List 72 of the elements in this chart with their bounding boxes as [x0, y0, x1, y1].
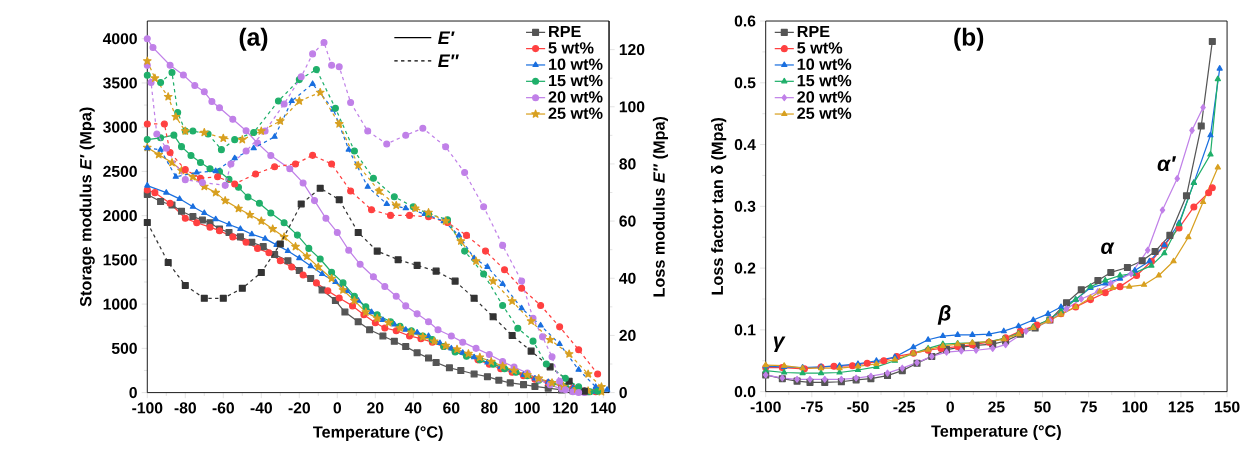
legend-label: 10 wt%	[797, 58, 852, 71]
annotation: γ	[773, 336, 786, 353]
y-axis-title: Loss factor tan δ (Mpa)	[711, 118, 727, 295]
y2-tick-label: 120	[619, 44, 645, 56]
legend-label: RPE	[549, 26, 581, 38]
x-axis-title: Temperature (°C)	[313, 426, 443, 442]
x-tick-label: 140	[591, 402, 616, 414]
y2-tick-label: 60	[619, 215, 636, 227]
x-tick-label: 125	[1168, 401, 1194, 413]
legend-label: 20 wt%	[797, 91, 852, 103]
y-tick-label: 0.0	[734, 386, 756, 398]
legend-label: RPE	[797, 26, 830, 38]
y-axis-title: Storage modulus E′ (Mpa)	[79, 107, 95, 307]
x-tick-label: 120	[553, 402, 578, 414]
legend-label: 10 wt%	[549, 58, 603, 71]
x-tick-label: -100	[750, 401, 781, 413]
y-tick-label: 0.1	[734, 324, 756, 336]
y-tick-label: 1500	[103, 254, 137, 266]
y-tick-label: 500	[111, 343, 137, 355]
y-tick-label: 0.2	[734, 262, 756, 274]
y-tick-label: 0.6	[734, 15, 756, 27]
legend-label: 15 wt%	[797, 75, 852, 87]
y2-tick-label: 100	[619, 101, 645, 113]
x-tick-label: 75	[1080, 401, 1097, 413]
y-tick-label: 0	[129, 387, 137, 399]
x-tick-label: -20	[288, 402, 310, 414]
x-tick-label: -25	[893, 401, 915, 413]
x-tick-label: 0	[333, 402, 342, 414]
y-tick-label: 0.4	[734, 139, 756, 151]
x-tick-label: 50	[1034, 401, 1051, 413]
x-tick-label: -60	[212, 402, 234, 414]
annotation: α′	[1157, 156, 1177, 172]
chart-title: (a)	[239, 27, 268, 51]
x-tick-label: 80	[481, 402, 498, 414]
y2-tick-label: 80	[619, 158, 636, 170]
y-tick-label: 2000	[103, 210, 137, 222]
y-tick-label: 1000	[103, 298, 137, 310]
x-tick-label: -75	[801, 401, 823, 413]
y-tick-label: 0.3	[734, 200, 756, 213]
x-tick-label: 40	[404, 402, 422, 414]
x-tick-label: 20	[367, 402, 384, 414]
legend-label: 25 wt%	[797, 107, 852, 120]
annotation: E′	[438, 31, 455, 45]
y-tick-label: 2500	[103, 166, 137, 178]
x-tick-label: -80	[174, 402, 196, 414]
chart-title: (b)	[954, 27, 984, 51]
y-tick-label: 4000	[102, 33, 137, 45]
x-tick-label: -40	[250, 402, 272, 414]
x-tick-label: 0	[946, 401, 954, 413]
x-tick-label: 100	[515, 402, 540, 414]
x-tick-label: 100	[1122, 401, 1148, 413]
legend-label: 5 wt%	[548, 42, 594, 54]
legend-label: 5 wt%	[797, 42, 843, 54]
x-tick-label: -50	[847, 401, 869, 413]
x-tick-label: 25	[988, 401, 1005, 413]
x-tick-label: 150	[1214, 401, 1240, 413]
y2-tick-label: 0	[619, 387, 627, 399]
legend-label: 20 wt%	[548, 91, 603, 103]
annotation: E″	[438, 54, 459, 68]
x-axis-title: Temperature (°C)	[931, 425, 1061, 441]
y2-tick-label: 40	[619, 272, 636, 285]
x-tick-label: 60	[443, 402, 460, 414]
legend-label: 25 wt%	[548, 107, 603, 120]
y-tick-label: 3000	[103, 121, 137, 133]
y-tick-label: 0.5	[734, 77, 756, 89]
x-tick-label: -100	[132, 402, 163, 414]
annotation: β	[937, 305, 951, 326]
y2-axis-title: Loss modulus E″ (Mpa)	[652, 117, 668, 297]
y2-tick-label: 20	[619, 330, 636, 342]
annotation: α	[1101, 242, 1115, 255]
legend-label: 15 wt%	[549, 75, 603, 87]
y-tick-label: 3500	[103, 77, 137, 89]
